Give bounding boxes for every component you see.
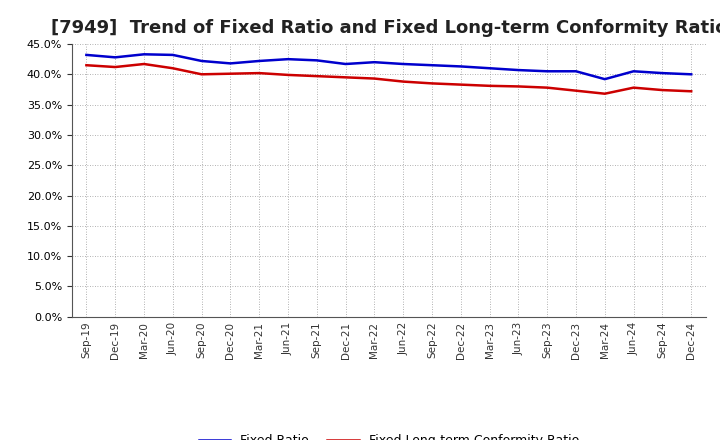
- Fixed Long-term Conformity Ratio: [658, 88, 667, 93]
- Line: Fixed Ratio: Fixed Ratio: [86, 54, 691, 79]
- Fixed Long-term Conformity Ratio: [226, 71, 235, 77]
- Fixed Long-term Conformity Ratio: [82, 62, 91, 68]
- Fixed Ratio: [255, 59, 264, 64]
- Fixed Ratio: [543, 69, 552, 74]
- Fixed Long-term Conformity Ratio: [111, 64, 120, 70]
- Fixed Ratio: [312, 58, 321, 63]
- Fixed Long-term Conformity Ratio: [312, 73, 321, 79]
- Fixed Ratio: [226, 61, 235, 66]
- Fixed Long-term Conformity Ratio: [485, 83, 494, 88]
- Fixed Ratio: [370, 59, 379, 65]
- Fixed Long-term Conformity Ratio: [140, 61, 148, 66]
- Fixed Ratio: [168, 52, 177, 58]
- Fixed Ratio: [399, 61, 408, 66]
- Title: [7949]  Trend of Fixed Ratio and Fixed Long-term Conformity Ratio: [7949] Trend of Fixed Ratio and Fixed Lo…: [50, 19, 720, 37]
- Fixed Ratio: [600, 77, 609, 82]
- Fixed Long-term Conformity Ratio: [197, 72, 206, 77]
- Fixed Long-term Conformity Ratio: [428, 81, 436, 86]
- Fixed Long-term Conformity Ratio: [629, 85, 638, 90]
- Fixed Ratio: [687, 72, 696, 77]
- Fixed Long-term Conformity Ratio: [370, 76, 379, 81]
- Fixed Long-term Conformity Ratio: [600, 91, 609, 96]
- Fixed Ratio: [284, 56, 292, 62]
- Fixed Ratio: [140, 51, 148, 57]
- Fixed Long-term Conformity Ratio: [255, 70, 264, 76]
- Fixed Ratio: [514, 67, 523, 73]
- Fixed Long-term Conformity Ratio: [341, 75, 350, 80]
- Fixed Ratio: [572, 69, 580, 74]
- Fixed Long-term Conformity Ratio: [543, 85, 552, 90]
- Fixed Long-term Conformity Ratio: [687, 88, 696, 94]
- Fixed Ratio: [629, 69, 638, 74]
- Fixed Ratio: [197, 59, 206, 64]
- Fixed Long-term Conformity Ratio: [514, 84, 523, 89]
- Fixed Long-term Conformity Ratio: [284, 72, 292, 77]
- Fixed Ratio: [456, 64, 465, 69]
- Fixed Ratio: [658, 70, 667, 76]
- Fixed Ratio: [82, 52, 91, 58]
- Legend: Fixed Ratio, Fixed Long-term Conformity Ratio: Fixed Ratio, Fixed Long-term Conformity …: [194, 429, 584, 440]
- Fixed Ratio: [485, 66, 494, 71]
- Fixed Ratio: [428, 62, 436, 68]
- Fixed Long-term Conformity Ratio: [399, 79, 408, 84]
- Fixed Ratio: [341, 61, 350, 66]
- Line: Fixed Long-term Conformity Ratio: Fixed Long-term Conformity Ratio: [86, 64, 691, 94]
- Fixed Long-term Conformity Ratio: [572, 88, 580, 93]
- Fixed Long-term Conformity Ratio: [168, 66, 177, 71]
- Fixed Long-term Conformity Ratio: [456, 82, 465, 87]
- Fixed Ratio: [111, 55, 120, 60]
